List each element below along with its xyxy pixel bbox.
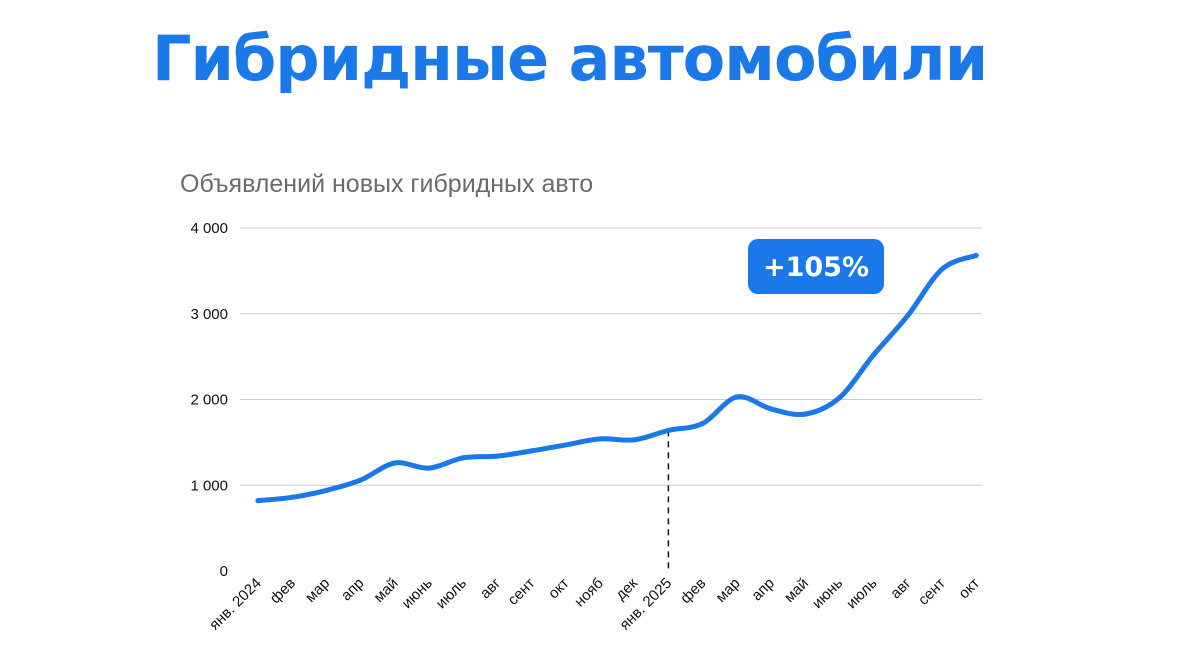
x-tick-label: апр	[338, 575, 368, 605]
series-line	[255, 252, 979, 504]
x-tick-label: окт	[545, 575, 573, 603]
data-point	[494, 453, 500, 459]
x-tick-label: апр	[748, 575, 778, 605]
data-point	[631, 437, 637, 443]
x-tick-label: авг	[887, 574, 915, 602]
data-point	[665, 427, 671, 433]
x-tick-label: сент	[504, 575, 538, 609]
y-tick-label: 1 000	[190, 477, 228, 494]
x-tick-label: май	[781, 575, 812, 606]
y-tick-label: 3 000	[190, 306, 228, 323]
data-point	[700, 421, 706, 427]
data-point	[289, 494, 295, 500]
x-tick-label: нояб	[571, 575, 607, 611]
x-tick-label: июль	[433, 575, 471, 613]
x-tick-label: сент	[915, 575, 949, 609]
x-tick-label: мар	[713, 575, 744, 606]
x-tick-label: фев	[677, 575, 709, 607]
data-point	[563, 442, 569, 448]
growth-badge	[748, 239, 884, 294]
page-title: Гибридные автомобили	[152, 22, 988, 95]
x-tick-label: июнь	[809, 575, 846, 612]
chart-title: Объявлений новых гибридных авто	[180, 170, 594, 198]
data-point	[323, 487, 329, 493]
data-point	[836, 395, 842, 401]
y-tick-label: 2 000	[190, 392, 228, 409]
data-point	[597, 436, 603, 442]
data-point	[939, 266, 945, 272]
y-tick-label: 0	[220, 563, 228, 580]
data-point	[255, 498, 261, 504]
data-point	[973, 252, 979, 258]
data-point	[358, 477, 364, 483]
x-tick-label: фев	[267, 575, 299, 607]
x-tick-label: мар	[302, 575, 333, 606]
x-tick-label: янв. 2024	[206, 575, 265, 634]
x-tick-label: дек	[612, 575, 641, 604]
data-point	[392, 460, 398, 466]
data-point	[426, 465, 432, 471]
x-tick-label: июль	[843, 575, 881, 613]
y-tick-label: 4 000	[190, 220, 228, 237]
data-point	[734, 394, 740, 400]
x-tick-label: май	[370, 575, 401, 606]
data-point	[460, 455, 466, 461]
x-tick-label: авг	[477, 574, 505, 602]
data-point	[802, 411, 808, 417]
data-point	[768, 406, 774, 412]
data-point	[529, 448, 535, 454]
data-point	[905, 312, 911, 318]
x-tick-label: июнь	[399, 575, 436, 612]
growth-badge-label: +105%	[763, 252, 869, 283]
data-point	[871, 352, 877, 358]
x-tick-label: окт	[955, 575, 983, 603]
